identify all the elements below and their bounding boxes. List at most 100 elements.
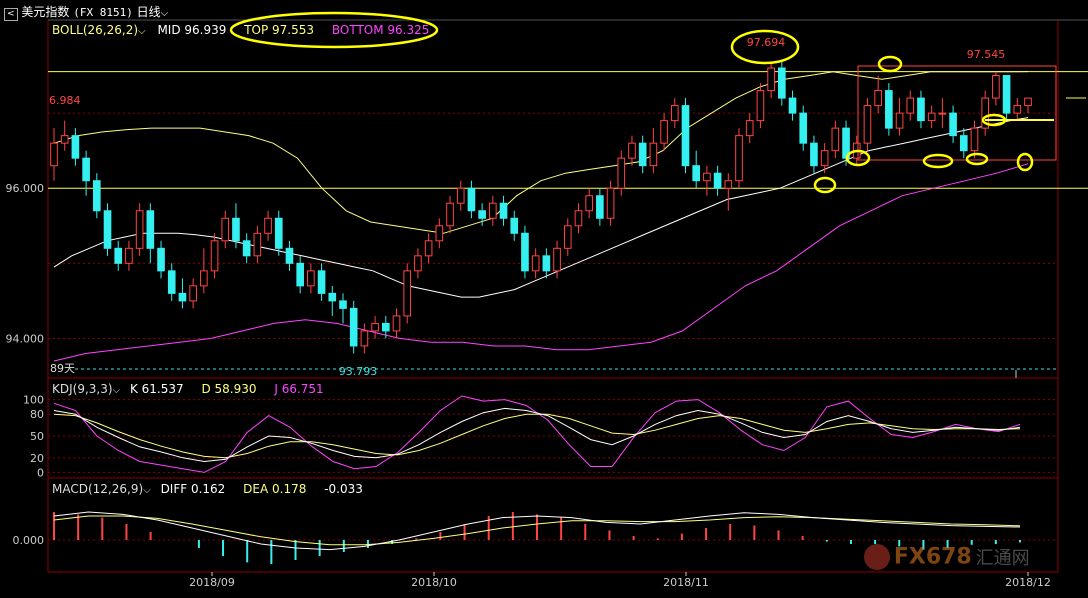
- high-highlight: [730, 29, 800, 65]
- candle-down: [285, 247, 294, 264]
- candle-down: [949, 112, 957, 137]
- top-touch-highlight: [877, 55, 903, 73]
- candle-down: [778, 67, 786, 99]
- candle-up: [756, 90, 765, 122]
- x-tick-label: 2018/11: [663, 576, 709, 589]
- candle-up: [531, 255, 540, 272]
- chevron-down-icon: ⌵: [112, 385, 121, 396]
- candle-up: [863, 105, 872, 144]
- kdj-k-line: [53, 407, 1021, 463]
- candle-down: [692, 165, 701, 182]
- macd-diff-line: [53, 511, 1021, 551]
- candle-up: [981, 97, 990, 129]
- candle-up: [574, 210, 583, 227]
- boll-label[interactable]: BOLL(26,26,2): [52, 23, 139, 37]
- candle-down: [274, 217, 283, 249]
- period-selector[interactable]: 日线⌵: [137, 5, 169, 19]
- candle-up: [992, 75, 1000, 99]
- candle-down: [349, 307, 358, 347]
- kdj-d: D 58.930: [201, 382, 257, 396]
- candle-up: [200, 270, 208, 287]
- watermark-cn-text: 汇通网: [975, 548, 1030, 569]
- macd-label[interactable]: MACD(12,26,9): [52, 482, 144, 496]
- high-price-label: 97.694: [747, 36, 786, 49]
- watermark-logo-icon: [864, 544, 890, 570]
- candle-up: [724, 180, 733, 189]
- candle-down: [1002, 75, 1011, 114]
- bottom-touch-highlight: [965, 152, 989, 166]
- candle-up: [617, 157, 626, 189]
- candle-down: [178, 292, 187, 302]
- candle-down: [638, 142, 647, 167]
- candle-up: [371, 322, 379, 332]
- macd-y-tick-label: 0.000: [13, 534, 45, 547]
- candle-up: [60, 135, 69, 144]
- candle-up: [670, 105, 679, 122]
- chevron-down-icon: ⌵: [138, 26, 146, 37]
- macd-header: MACD(12,26,9)⌵ DIFF 0.162 DEA 0.178 -0.0…: [52, 482, 363, 496]
- boll-header: BOLL(26,26,2)⌵ MID 96.939 TOP 97.553 BOT…: [52, 23, 429, 37]
- low-price-label: 93.793: [339, 365, 378, 378]
- candle-down: [381, 322, 390, 332]
- candle-down: [232, 217, 240, 242]
- kdj-y-tick-label: 50: [30, 430, 44, 443]
- candle-up: [489, 202, 497, 219]
- macd-dea-line: [53, 515, 1021, 546]
- boll-values-highlight: [229, 11, 439, 49]
- support-highlight: [981, 113, 1007, 127]
- candle-down: [296, 262, 304, 287]
- kdj-y-tick-label: 0: [37, 466, 44, 479]
- candle-up: [135, 210, 144, 249]
- boll-bottom: BOTTOM 96.325: [331, 23, 430, 37]
- y-tick-label: 96.000: [6, 182, 45, 195]
- left-price-label: 6.984: [49, 94, 81, 107]
- candle-down: [317, 270, 326, 294]
- candle-down: [242, 240, 251, 257]
- candle-up: [831, 127, 840, 152]
- candle-down: [596, 195, 604, 219]
- candle-up: [307, 270, 315, 287]
- candle-up: [253, 232, 262, 257]
- candle-down: [810, 142, 818, 167]
- macd-dea: DEA 0.178: [243, 482, 307, 496]
- bottom-touch-highlight: [813, 176, 837, 194]
- back-arrow-icon[interactable]: <: [4, 8, 18, 21]
- candle-down: [510, 217, 519, 234]
- instrument-name: 美元指数: [21, 5, 70, 19]
- title-bar: < 美元指数 (FX 8151) 日线⌵: [4, 3, 168, 21]
- candle-down: [499, 202, 508, 219]
- candle-up: [392, 315, 401, 332]
- candle-up: [1024, 97, 1032, 107]
- boll-upper-line: [53, 71, 1029, 234]
- candle-up: [1013, 105, 1022, 114]
- period-label: 日线: [136, 5, 161, 19]
- boll-top: TOP 97.553: [244, 23, 315, 37]
- boll-mid: MID 96.939: [157, 23, 227, 37]
- candle-down: [478, 210, 486, 219]
- kdj-j: J 66.751: [274, 382, 324, 396]
- consolidation-box: [857, 65, 1057, 161]
- candle-down: [103, 210, 112, 249]
- candle-up: [735, 135, 743, 182]
- candle-up: [938, 112, 947, 115]
- candle-down: [167, 270, 176, 294]
- chevron-down-icon: ⌵: [143, 485, 151, 496]
- macd-diff: DIFF 0.162: [160, 482, 226, 496]
- candle-down: [339, 300, 347, 309]
- kdj-y-tick-label: 20: [30, 452, 44, 465]
- candle-up: [767, 67, 775, 92]
- kdj-y-tick-label: 100: [23, 394, 44, 407]
- candle-down: [788, 97, 797, 114]
- x-tick-label: 2018/09: [189, 576, 235, 589]
- candle-down: [917, 97, 925, 122]
- candle-up: [221, 217, 230, 242]
- candle-up: [628, 142, 636, 159]
- recent-high-label: 97.545: [967, 48, 1006, 61]
- candle-down: [542, 255, 551, 272]
- candle-down: [114, 247, 123, 264]
- days-label: 89天: [50, 362, 75, 375]
- watermark-text: FX678: [893, 544, 972, 570]
- candle-up: [606, 187, 615, 219]
- kdj-label[interactable]: KDJ(9,3,3): [52, 382, 113, 396]
